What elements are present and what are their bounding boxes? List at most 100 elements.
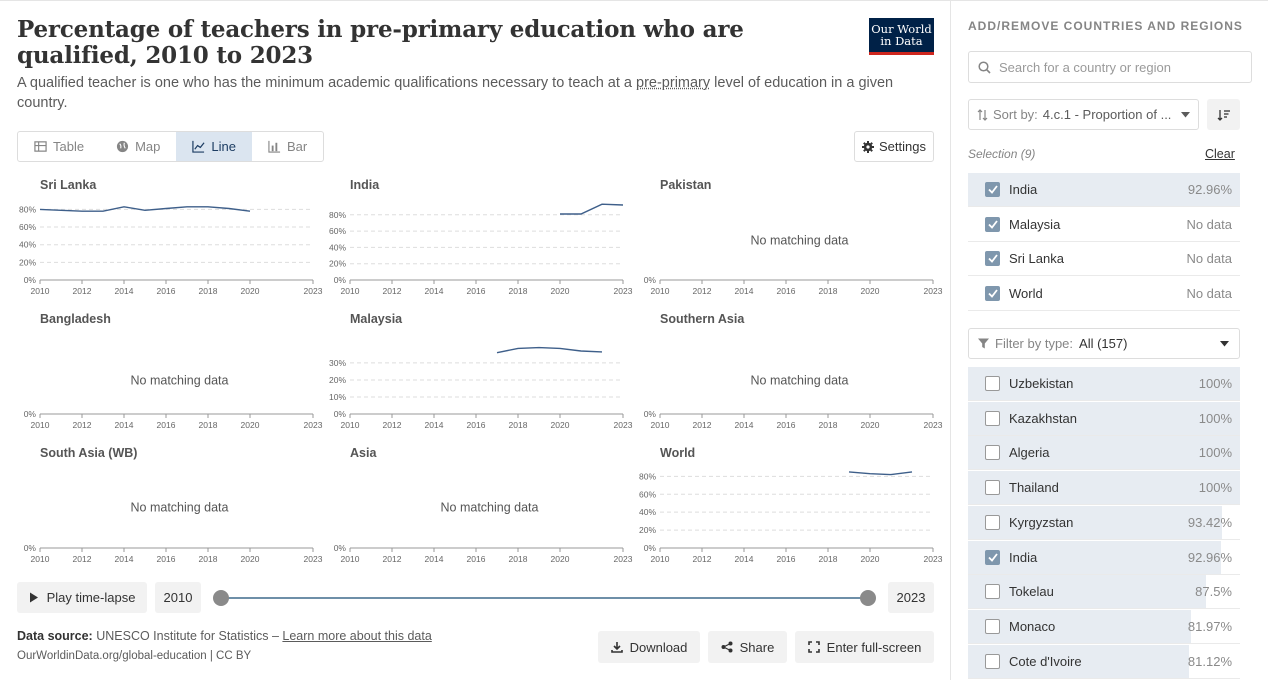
checkbox[interactable] xyxy=(985,445,1000,461)
check-icon xyxy=(987,185,998,194)
timeline-track[interactable] xyxy=(221,597,868,599)
list-row[interactable]: Uzbekistan 100% xyxy=(968,367,1240,401)
filter-label: Filter by type: xyxy=(995,336,1074,351)
entity-value: No data xyxy=(1186,286,1232,302)
entity-name: Uzbekistan xyxy=(1009,376,1074,391)
search-input[interactable] xyxy=(999,59,1239,75)
checkbox[interactable] xyxy=(985,182,1000,197)
chart-title: Percentage of teachers in pre-primary ed… xyxy=(17,16,744,69)
bar-chart-icon xyxy=(268,140,281,153)
entity-name: World xyxy=(1009,286,1043,302)
checkbox[interactable] xyxy=(985,376,1000,391)
selected-row[interactable]: World No data xyxy=(968,277,1240,312)
search-box[interactable] xyxy=(968,51,1252,83)
timeline-start-handle[interactable] xyxy=(213,590,229,606)
panel-title: Southern Asia xyxy=(660,312,745,326)
value-bar xyxy=(968,644,1189,678)
checkbox[interactable] xyxy=(985,480,1000,496)
no-data-label: No matching data xyxy=(751,374,849,388)
panel-title: Malaysia xyxy=(350,312,403,326)
list-row[interactable]: Monaco 81.97% xyxy=(968,609,1240,644)
y-tick-label: 80% xyxy=(19,204,36,214)
tab-map[interactable]: Map xyxy=(100,132,176,161)
list-row[interactable]: Thailand 100% xyxy=(968,471,1240,506)
owid-logo[interactable]: Our World in Data xyxy=(869,18,934,55)
entity-name: Thailand xyxy=(1009,480,1059,496)
sort-arrows-icon xyxy=(977,108,988,121)
settings-button[interactable]: Settings xyxy=(854,131,934,162)
value-bar xyxy=(968,471,1240,505)
sort-label: Sort by: xyxy=(993,107,1038,122)
entity-value: 81.97% xyxy=(1187,618,1232,634)
entity-value: 100% xyxy=(1198,480,1232,496)
checkbox[interactable] xyxy=(985,514,1000,530)
filter-value: All (157) xyxy=(1079,336,1128,351)
x-tick-label: 2012 xyxy=(383,286,402,296)
selected-row[interactable]: Sri Lanka No data xyxy=(968,242,1240,277)
tab-bar[interactable]: Bar xyxy=(252,132,323,161)
entity-name: Algeria xyxy=(1009,445,1050,461)
x-tick-label: 2020 xyxy=(861,420,880,430)
search-icon xyxy=(978,60,991,74)
x-tick-label: 2018 xyxy=(199,420,218,430)
entity-selector-sidebar: ADD/REMOVE COUNTRIES AND REGIONS Sort by… xyxy=(950,0,1268,680)
sort-order-button[interactable] xyxy=(1207,99,1240,130)
clear-selection-button[interactable]: Clear xyxy=(1205,147,1235,161)
no-data-label: No matching data xyxy=(441,501,539,515)
settings-label: Settings xyxy=(879,139,926,154)
x-tick-label: 2012 xyxy=(73,420,92,430)
pre-primary-link[interactable]: pre-primary xyxy=(636,75,711,91)
checkbox[interactable] xyxy=(985,653,1000,669)
timeline-end-handle[interactable] xyxy=(860,590,876,606)
fullscreen-button[interactable]: Enter full-screen xyxy=(795,631,934,663)
list-row[interactable]: India 92.96% xyxy=(968,540,1240,575)
x-tick-label: 2016 xyxy=(467,286,486,296)
timeline-end-year[interactable]: 2023 xyxy=(888,582,934,613)
series-line-india xyxy=(560,203,624,215)
tab-line[interactable]: Line xyxy=(176,132,252,161)
x-tick-label: 2012 xyxy=(693,420,712,430)
entity-value: 100% xyxy=(1198,376,1232,391)
x-tick-label: 2010 xyxy=(651,420,670,430)
list-row[interactable]: Algeria 100% xyxy=(968,436,1240,471)
y-tick-label: 20% xyxy=(329,259,346,269)
tab-table[interactable]: Table xyxy=(18,132,100,161)
y-tick-label: 0% xyxy=(334,275,347,285)
x-tick-label: 2018 xyxy=(819,420,838,430)
value-bar xyxy=(968,505,1223,539)
learn-more-link[interactable]: Learn more about this data xyxy=(282,629,432,643)
list-row[interactable]: Tokelau 87.5% xyxy=(968,575,1240,610)
source-value: UNESCO Institute for Statistics – xyxy=(96,629,279,643)
play-timelapse-button[interactable]: Play time-lapse xyxy=(17,582,147,613)
filter-dropdown[interactable]: Filter by type: All (157) xyxy=(968,328,1240,359)
x-tick-label: 2018 xyxy=(819,554,838,564)
x-tick-label: 2020 xyxy=(861,286,880,296)
list-row[interactable]: Kyrgyzstan 93.42% xyxy=(968,505,1240,540)
panel-title: India xyxy=(350,178,380,192)
checkbox[interactable] xyxy=(985,549,1000,565)
checkbox[interactable] xyxy=(985,410,1000,426)
download-button[interactable]: Download xyxy=(598,631,700,663)
y-tick-label: 0% xyxy=(24,543,37,553)
checkbox[interactable] xyxy=(985,216,1000,232)
checkbox[interactable] xyxy=(985,286,1000,302)
checkbox[interactable] xyxy=(985,584,1000,600)
checkbox[interactable] xyxy=(985,618,1000,634)
selected-row[interactable]: Malaysia No data xyxy=(968,208,1240,242)
x-tick-label: 2014 xyxy=(735,554,754,564)
list-row[interactable]: Kazakhstan 100% xyxy=(968,401,1240,436)
entity-name: Sri Lanka xyxy=(1009,251,1064,267)
y-tick-label: 40% xyxy=(329,242,346,252)
sort-dropdown[interactable]: Sort by: 4.c.1 - Proportion of ... xyxy=(968,99,1199,130)
checkbox[interactable] xyxy=(985,251,1000,267)
timeline-start-year[interactable]: 2010 xyxy=(155,582,201,613)
share-button[interactable]: Share xyxy=(708,631,787,663)
value-bar xyxy=(968,540,1221,574)
list-row[interactable]: Cote d'Ivoire 81.12% xyxy=(968,644,1240,679)
y-tick-label: 20% xyxy=(639,525,656,535)
x-tick-label: 2020 xyxy=(241,286,260,296)
small-multiples-chart: Sri Lanka 0% 20% 40% 60% 80% 2010 2012 2014 2016 2… xyxy=(19,178,943,564)
selected-row[interactable]: India 92.96% xyxy=(968,173,1240,207)
entity-value: 93.42% xyxy=(1187,514,1232,530)
